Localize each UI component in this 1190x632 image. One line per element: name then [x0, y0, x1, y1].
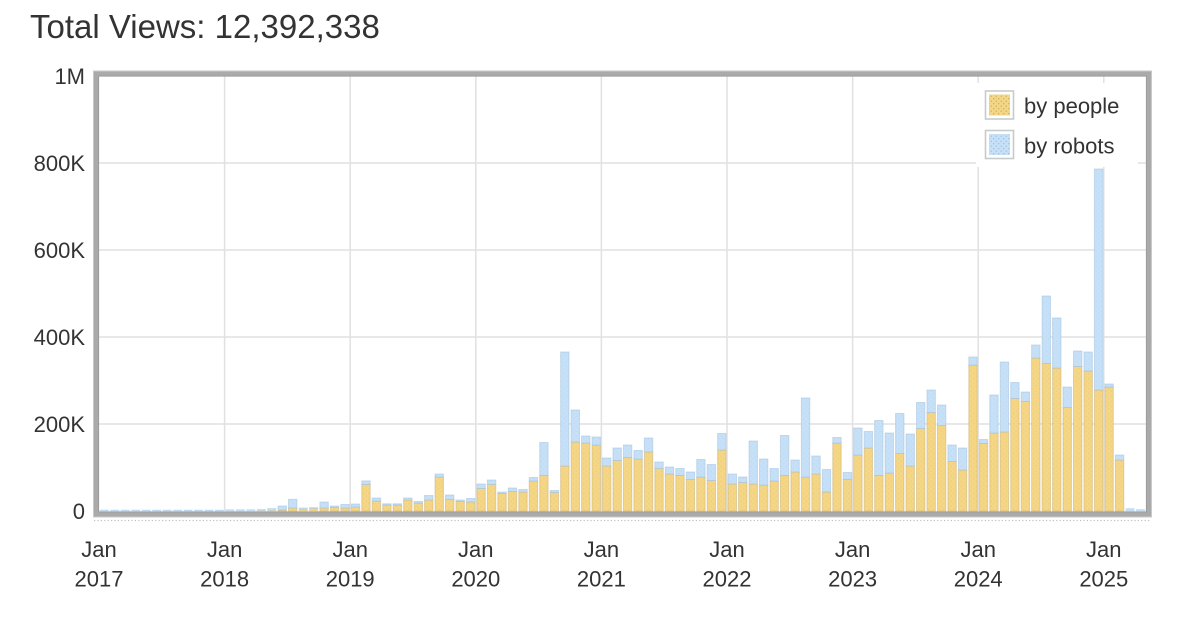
svg-text:Total Views: 12,392,338: Total Views: 12,392,338 — [30, 8, 380, 45]
svg-text:200K: 200K — [34, 412, 86, 437]
svg-text:0: 0 — [73, 499, 85, 524]
svg-text:by robots: by robots — [1024, 134, 1115, 159]
svg-text:800K: 800K — [34, 151, 86, 176]
svg-text:Jan: Jan — [709, 537, 744, 562]
svg-text:2018: 2018 — [200, 567, 249, 592]
svg-text:2019: 2019 — [326, 567, 375, 592]
svg-text:2021: 2021 — [577, 567, 626, 592]
svg-text:600K: 600K — [34, 238, 86, 263]
svg-text:Jan: Jan — [1086, 537, 1121, 562]
svg-text:Jan: Jan — [81, 537, 116, 562]
svg-text:Jan: Jan — [458, 537, 493, 562]
svg-text:2022: 2022 — [703, 567, 752, 592]
svg-text:2023: 2023 — [828, 567, 877, 592]
svg-text:2024: 2024 — [954, 567, 1003, 592]
svg-text:2025: 2025 — [1079, 567, 1128, 592]
svg-text:Jan: Jan — [332, 537, 367, 562]
svg-text:Jan: Jan — [207, 537, 242, 562]
svg-text:1M: 1M — [54, 64, 85, 89]
svg-text:2017: 2017 — [75, 567, 124, 592]
svg-text:Jan: Jan — [835, 537, 870, 562]
svg-text:by people: by people — [1024, 94, 1119, 119]
svg-text:Jan: Jan — [584, 537, 619, 562]
svg-text:2020: 2020 — [451, 567, 500, 592]
svg-text:Jan: Jan — [960, 537, 995, 562]
svg-text:400K: 400K — [34, 325, 86, 350]
